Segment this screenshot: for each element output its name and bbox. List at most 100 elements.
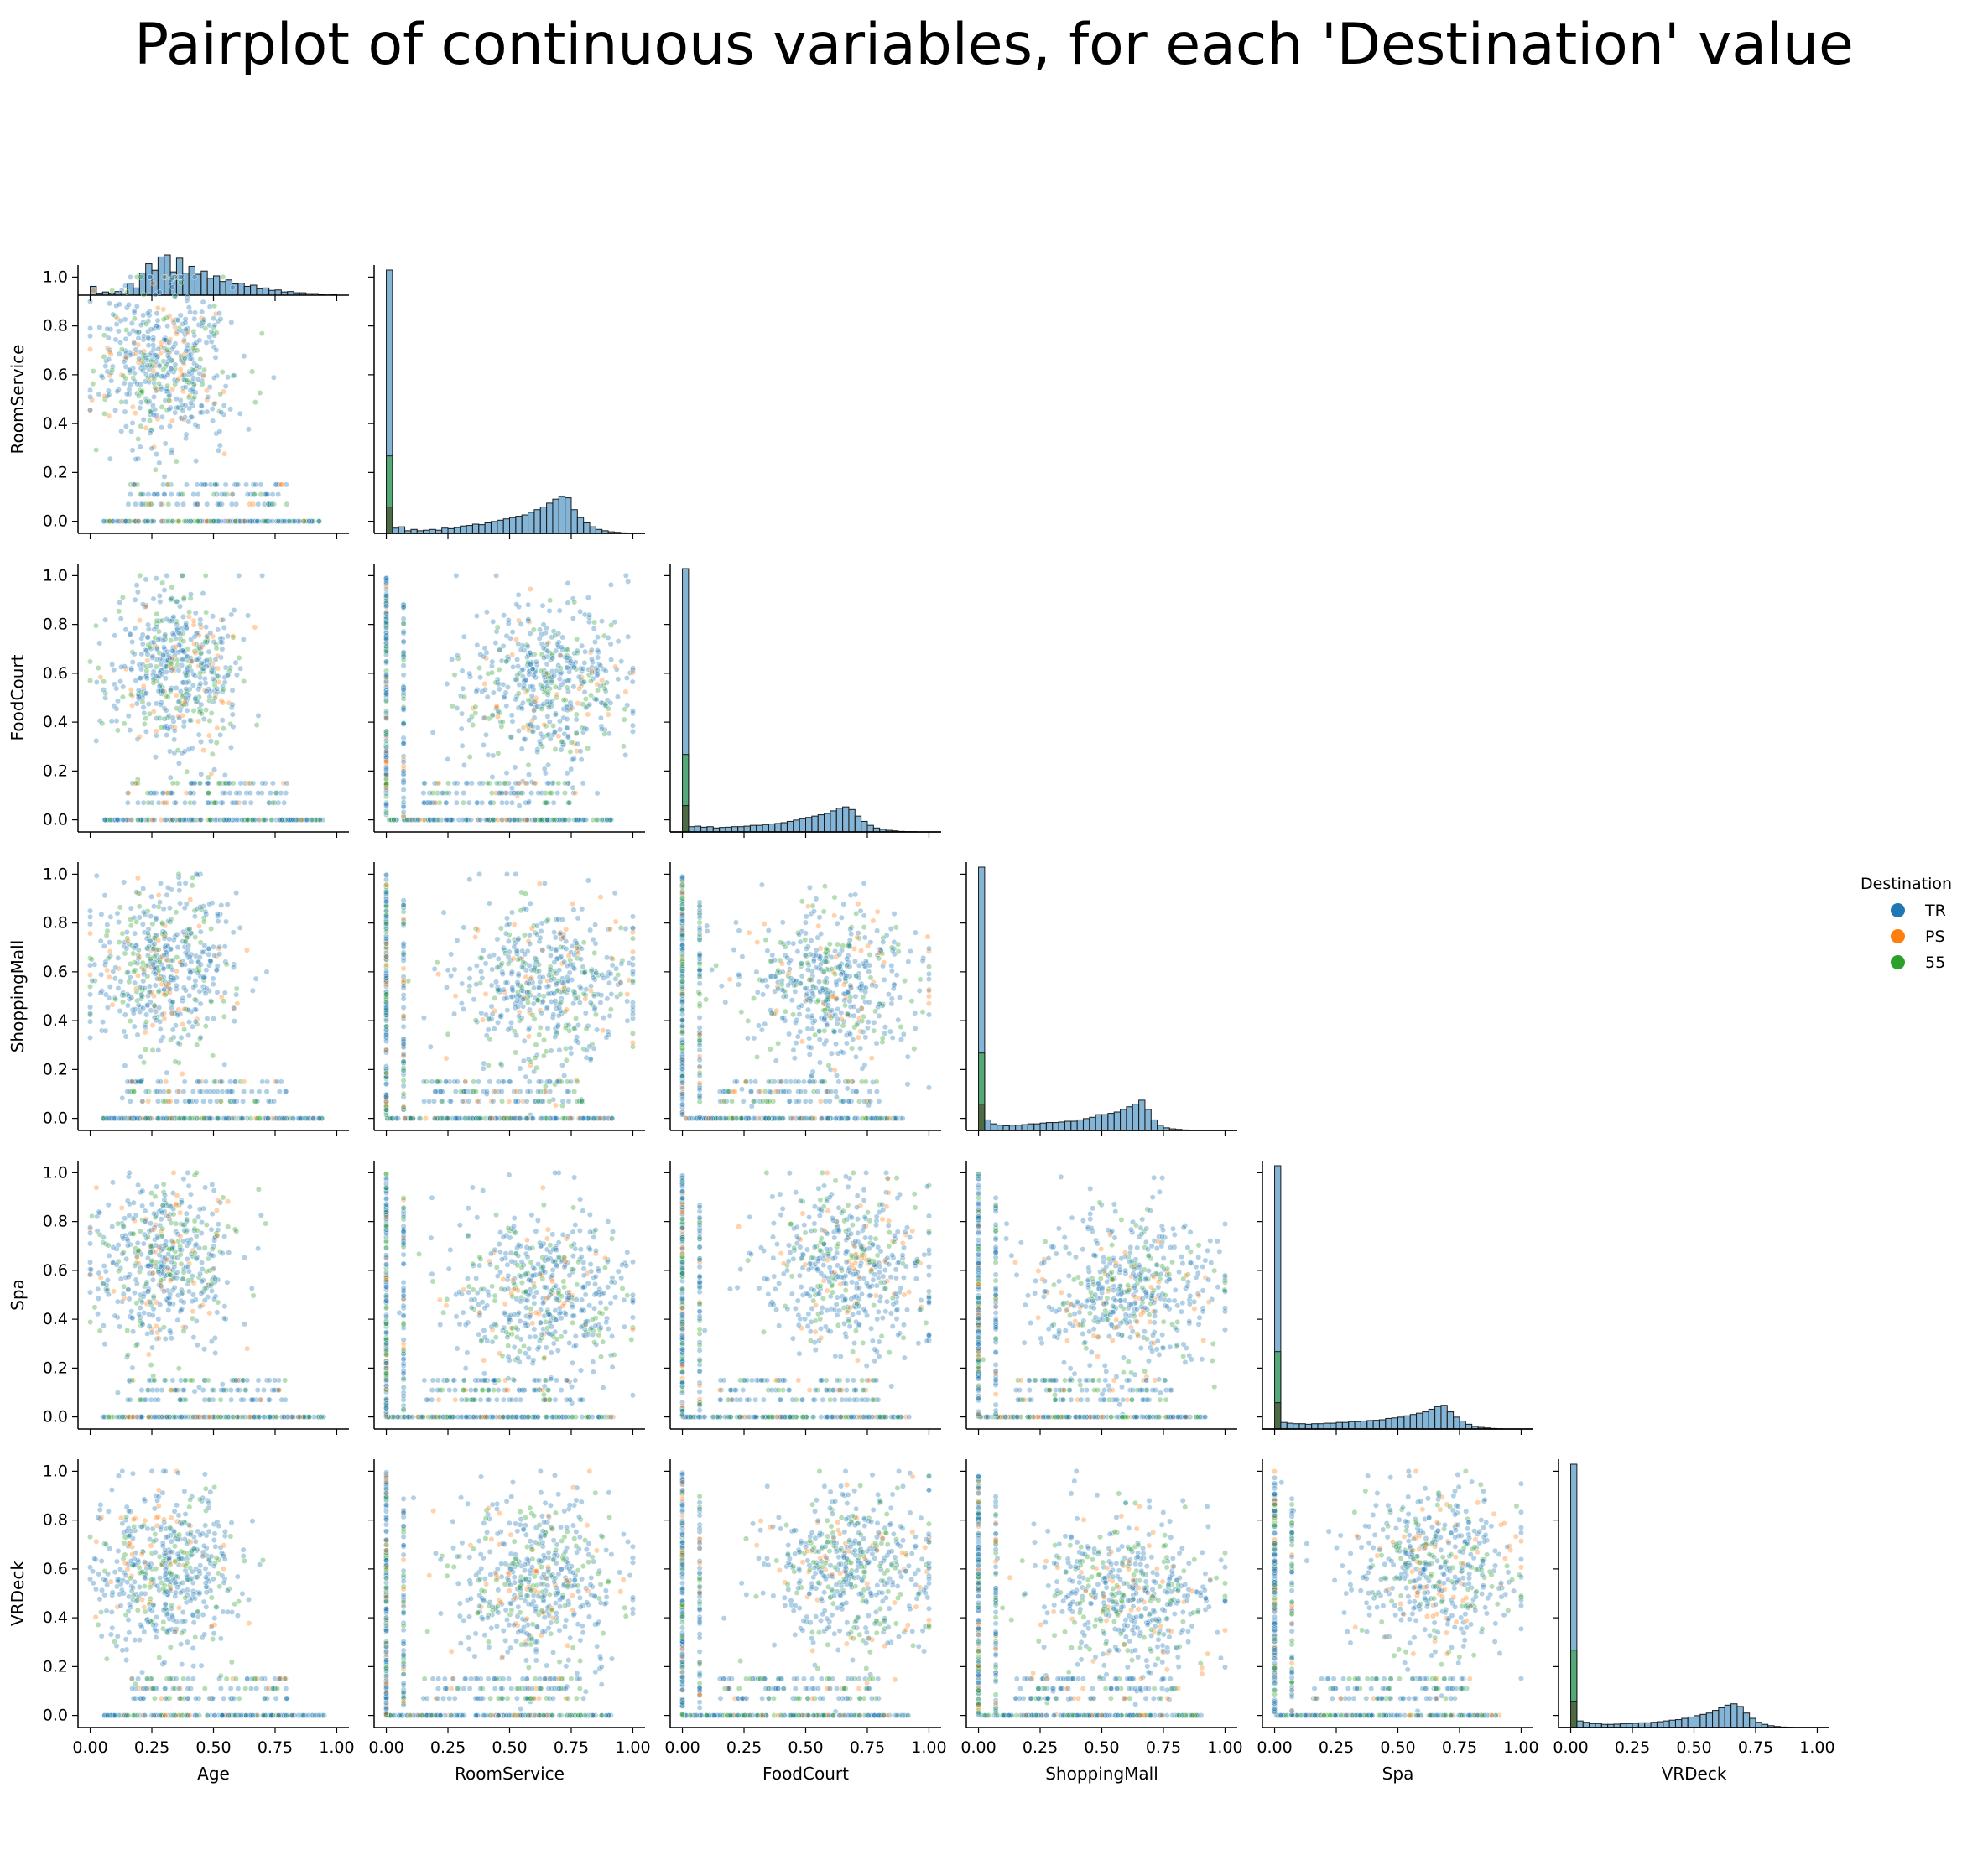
scatter-point xyxy=(571,664,577,671)
hist-bar-roomservice xyxy=(515,516,523,534)
scatter-point xyxy=(153,1017,159,1024)
scatter-point xyxy=(195,731,202,738)
scatter-point xyxy=(183,347,190,354)
scatter-point xyxy=(169,274,176,281)
scatter-point xyxy=(539,602,546,609)
scatter-point xyxy=(145,374,151,381)
scatter-point xyxy=(141,709,148,716)
scatter-point xyxy=(166,392,172,399)
scatter-point xyxy=(227,406,234,413)
scatter-point xyxy=(159,1011,165,1018)
hist-bar-shoppingmall xyxy=(1045,1122,1054,1131)
scatter-point xyxy=(448,973,455,979)
scatter-point xyxy=(174,705,180,712)
scatter-point xyxy=(91,288,97,294)
scatter-point xyxy=(550,799,557,806)
scatter-point xyxy=(219,799,226,806)
scatter-point xyxy=(767,1046,773,1052)
scatter-point xyxy=(445,756,451,762)
scatter-point xyxy=(551,990,558,997)
scatter-point xyxy=(577,748,584,755)
scatter-point xyxy=(497,1115,502,1122)
scatter-point xyxy=(122,375,129,382)
scatter-point xyxy=(172,409,179,416)
scatter-point xyxy=(252,399,258,406)
chart-title: Pairplot of continuous variables, for ea… xyxy=(134,12,1854,78)
scatter-point xyxy=(782,1008,788,1015)
scatter-point xyxy=(289,1115,296,1122)
scatter-point xyxy=(473,1089,479,1094)
scatter-point xyxy=(423,1115,429,1122)
hist-bar-roomservice xyxy=(509,517,517,534)
scatter-point xyxy=(206,790,212,796)
scatter-point xyxy=(242,799,248,806)
scatter-point xyxy=(383,647,389,654)
scatter-point xyxy=(186,609,192,616)
hist-bar-foodcourt xyxy=(861,820,868,833)
scatter-point xyxy=(509,629,516,636)
scatter-point xyxy=(143,728,149,735)
scatter-point xyxy=(173,982,180,989)
scatter-point xyxy=(495,750,502,756)
scatter-point xyxy=(481,681,488,687)
scatter-point xyxy=(101,392,108,399)
scatter-point xyxy=(145,399,151,406)
scatter-point xyxy=(136,392,143,399)
scatter-point xyxy=(247,501,253,507)
scatter-point xyxy=(193,340,200,346)
scatter-point xyxy=(383,744,389,751)
scatter-point xyxy=(216,442,223,449)
scatter-point xyxy=(185,294,190,301)
scatter-point xyxy=(908,948,913,954)
scatter-point xyxy=(571,1089,578,1094)
scatter-point xyxy=(769,952,776,959)
scatter-point xyxy=(192,610,199,616)
hist-bar-vrdeck xyxy=(1637,1722,1646,1728)
hist-bar-shoppingmall xyxy=(1113,1111,1122,1131)
hist-bar-vrdeck xyxy=(1749,1717,1756,1728)
scatter-point xyxy=(556,967,563,974)
scatter-point xyxy=(87,1004,93,1011)
scatter-point xyxy=(420,799,427,806)
scatter-point xyxy=(101,892,108,899)
scatter-point xyxy=(526,989,532,995)
scatter-point xyxy=(181,1026,188,1033)
hist-bar-vrdeck xyxy=(1712,1710,1720,1728)
scatter-point xyxy=(597,1000,604,1006)
hist-bar-roomservice xyxy=(484,522,492,534)
scatter-point xyxy=(159,671,165,678)
scatter-point xyxy=(169,780,176,787)
hist-bar-foodcourt xyxy=(706,826,714,833)
scatter-point xyxy=(138,651,145,657)
scatter-point xyxy=(147,429,154,436)
scatter-point xyxy=(919,1009,926,1016)
scatter-point xyxy=(263,1089,270,1094)
scatter-point xyxy=(203,967,210,974)
hist-bar-foodcourt xyxy=(811,815,819,833)
scatter-point xyxy=(211,491,217,497)
scatter-point xyxy=(149,402,156,408)
scatter-point xyxy=(190,984,197,990)
scatter-point xyxy=(565,580,571,586)
scatter-point xyxy=(754,989,761,995)
scatter-point xyxy=(205,394,211,400)
scatter-point xyxy=(103,933,110,938)
hist-bar-vrdeck xyxy=(1656,1721,1664,1728)
scatter-point xyxy=(508,712,515,719)
scatter-point xyxy=(400,777,407,783)
scatter-point xyxy=(316,1115,323,1122)
scatter-point xyxy=(93,738,100,744)
hist-bar-shoppingmall xyxy=(1070,1120,1078,1131)
scatter-point xyxy=(122,1033,129,1040)
scatter-point xyxy=(429,790,436,796)
scatter-point xyxy=(496,790,502,796)
scatter-point xyxy=(558,746,565,753)
scatter-point xyxy=(562,790,568,796)
scatter-point xyxy=(926,971,932,977)
scatter-point xyxy=(443,1055,450,1062)
scatter-point xyxy=(482,991,489,997)
scatter-point xyxy=(206,732,212,739)
scatter-point xyxy=(474,642,481,648)
hist-bar-foodcourt xyxy=(737,826,745,833)
hist-bar-roomservice xyxy=(521,514,529,534)
